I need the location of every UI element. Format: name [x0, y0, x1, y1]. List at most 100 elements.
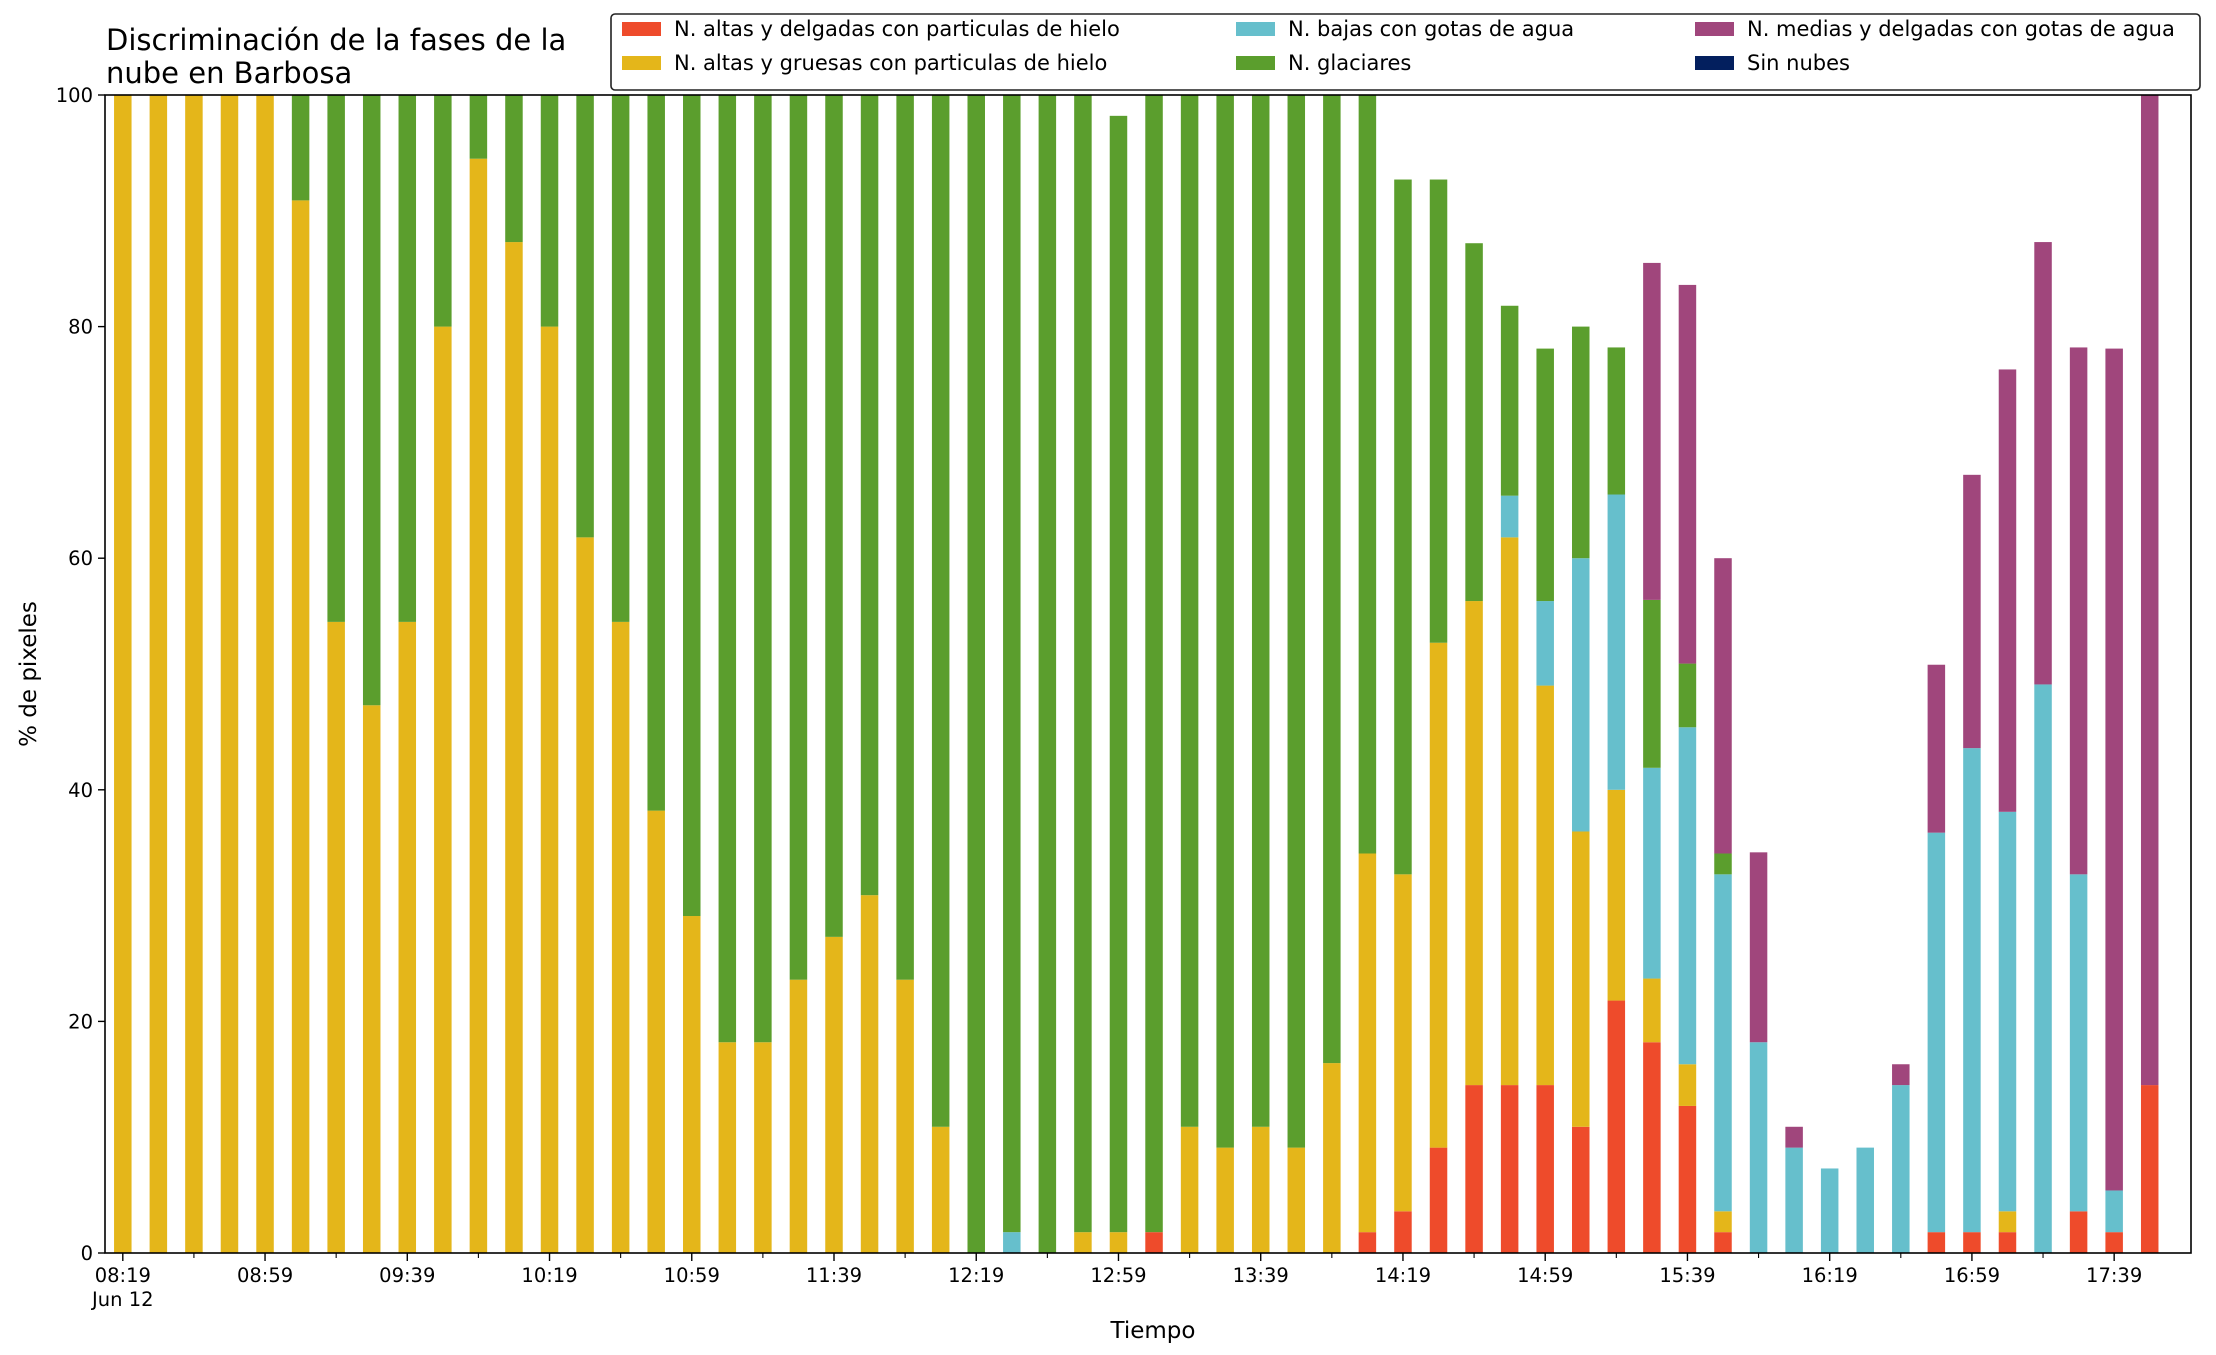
bar-segment-51-series-0 — [1927, 1232, 1946, 1253]
bar-segment-0-series-1 — [114, 95, 132, 1253]
bar-segment-52-series-4 — [1963, 474, 1981, 749]
bar-segment-45-series-0 — [1714, 1232, 1732, 1253]
bar-segment-22-series-3 — [896, 95, 914, 980]
bar-segment-56-series-2 — [2105, 1190, 2123, 1233]
bar-segment-43-series-0 — [1643, 1042, 1661, 1253]
bar-segment-54-series-4 — [2034, 242, 2052, 685]
bar-segment-12-series-1 — [540, 326, 559, 1254]
bar-segment-11-series-3 — [505, 95, 523, 243]
legend-label-1: N. altas y gruesas con particulas de hie… — [674, 51, 1107, 75]
bar-segment-31-series-3 — [1216, 95, 1234, 1148]
y-tick-label-1: 20 — [68, 1010, 93, 1033]
legend-box — [610, 13, 2201, 91]
bar-segment-45-series-2 — [1714, 874, 1732, 1212]
bar-segment-50-series-2 — [1892, 1085, 1910, 1253]
bar-segment-20-series-1 — [825, 936, 843, 1253]
bar-segment-10-series-1 — [469, 158, 488, 1254]
bar-segment-40-series-0 — [1536, 1085, 1554, 1253]
legend-swatch-2 — [1236, 22, 1275, 36]
bar-segment-37-series-0 — [1429, 1147, 1448, 1253]
legend-swatch-5 — [1695, 56, 1734, 70]
x-tick-label-11: 15:39 — [1659, 1264, 1715, 1287]
bar-segment-48-series-2 — [1820, 1168, 1839, 1253]
bar-segment-40-series-1 — [1536, 685, 1554, 1086]
bar-segment-45-series-1 — [1714, 1211, 1732, 1233]
legend-label-0: N. altas y delgadas con particulas de hi… — [674, 17, 1120, 41]
bar-segment-18-series-3 — [754, 95, 772, 1043]
x-tick-label-5: 11:39 — [806, 1264, 862, 1287]
x-tick-sublabel: Jun 12 — [90, 1288, 153, 1311]
bar-segment-9-series-3 — [434, 95, 452, 327]
ticks-layer: 0 20 40 60 80 100 08:19 08:59 09:39 10:19 10:59 11:… — [56, 84, 2142, 1311]
bar-segment-46-series-2 — [1749, 1042, 1768, 1253]
bar-segment-42-series-2 — [1607, 494, 1626, 790]
bar-segment-29-series-3 — [1145, 95, 1163, 1233]
bar-segment-21-series-1 — [860, 895, 879, 1253]
x-tick-label-10: 14:59 — [1517, 1264, 1573, 1287]
bar-segment-8-series-1 — [398, 621, 417, 1253]
bar-segment-39-series-0 — [1500, 1085, 1519, 1253]
bar-segment-41-series-3 — [1572, 326, 1590, 559]
bar-segment-33-series-3 — [1287, 95, 1306, 1148]
bar-segment-6-series-3 — [327, 95, 345, 622]
bar-segment-23-series-3 — [931, 95, 950, 1127]
legend-label-4: N. medias y delgadas con gotas de agua — [1747, 17, 2175, 41]
bar-segment-5-series-1 — [291, 200, 310, 1253]
x-tick-label-0: 08:19 — [95, 1264, 151, 1287]
bar-segment-51-series-2 — [1927, 832, 1946, 1233]
bar-segment-5-series-3 — [291, 95, 310, 201]
bar-segment-14-series-1 — [611, 621, 630, 1253]
bar-segment-11-series-1 — [505, 242, 523, 1253]
y-tick-label-3: 60 — [68, 547, 93, 570]
bar-segment-43-series-1 — [1643, 978, 1661, 1043]
bar-segment-42-series-0 — [1607, 1000, 1626, 1253]
bar-segment-53-series-0 — [1998, 1232, 2017, 1253]
y-tick-label-5: 100 — [56, 84, 93, 107]
bar-segment-15-series-3 — [647, 95, 665, 811]
bar-segment-32-series-1 — [1251, 1126, 1270, 1253]
bar-segment-26-series-3 — [1038, 95, 1057, 1253]
bar-segment-34-series-1 — [1323, 1063, 1341, 1253]
bar-segment-6-series-1 — [327, 621, 345, 1253]
x-tick-label-9: 14:19 — [1375, 1264, 1431, 1287]
bar-segment-8-series-3 — [398, 95, 417, 622]
x-tick-label-7: 12:59 — [1090, 1264, 1146, 1287]
legend-label-5: Sin nubes — [1747, 51, 1850, 75]
bar-segment-39-series-3 — [1500, 305, 1519, 496]
bar-segment-43-series-3 — [1643, 599, 1661, 768]
bar-segment-20-series-3 — [825, 95, 843, 937]
bar-segment-35-series-1 — [1358, 853, 1377, 1233]
bar-segment-16-series-3 — [683, 95, 701, 917]
bar-segment-54-series-2 — [2034, 684, 2052, 1253]
bar-segment-53-series-4 — [1998, 369, 2017, 812]
bar-segment-12-series-3 — [540, 95, 559, 327]
bar-segment-35-series-3 — [1358, 95, 1377, 854]
bar-segment-33-series-1 — [1287, 1147, 1306, 1253]
bar-segment-16-series-1 — [683, 916, 701, 1253]
bar-segment-4-series-1 — [256, 95, 274, 1253]
bar-segment-57-series-0 — [2140, 1085, 2159, 1253]
bar-segment-9-series-1 — [434, 326, 452, 1254]
bar-segment-13-series-3 — [576, 95, 594, 538]
bar-segment-37-series-3 — [1429, 179, 1448, 643]
bar-segment-23-series-1 — [931, 1126, 950, 1253]
bar-segment-37-series-1 — [1429, 642, 1448, 1148]
bar-segment-44-series-4 — [1678, 284, 1697, 664]
bar-segment-51-series-4 — [1927, 664, 1946, 833]
bar-segment-41-series-0 — [1572, 1126, 1590, 1253]
chart-title-line-1: Discriminación de la fases de la — [106, 23, 566, 57]
x-tick-label-4: 10:59 — [664, 1264, 720, 1287]
bar-segment-10-series-3 — [469, 95, 488, 159]
bar-segment-56-series-4 — [2105, 348, 2123, 1191]
bar-segment-25-series-2 — [1003, 1232, 1021, 1253]
bar-segment-36-series-0 — [1394, 1211, 1412, 1253]
bar-segment-29-series-0 — [1145, 1232, 1163, 1253]
x-tick-label-2: 09:39 — [379, 1264, 435, 1287]
bar-segment-40-series-2 — [1536, 601, 1554, 686]
chart-title-line-2: nube en Barbosa — [106, 56, 352, 90]
y-tick-label-2: 40 — [68, 779, 93, 802]
x-tick-label-8: 13:39 — [1233, 1264, 1289, 1287]
legend: N. altas y delgadas con particulas de hi… — [610, 13, 2201, 91]
legend-label-2: N. bajas con gotas de agua — [1288, 17, 1574, 41]
bar-segment-17-series-3 — [718, 95, 737, 1043]
